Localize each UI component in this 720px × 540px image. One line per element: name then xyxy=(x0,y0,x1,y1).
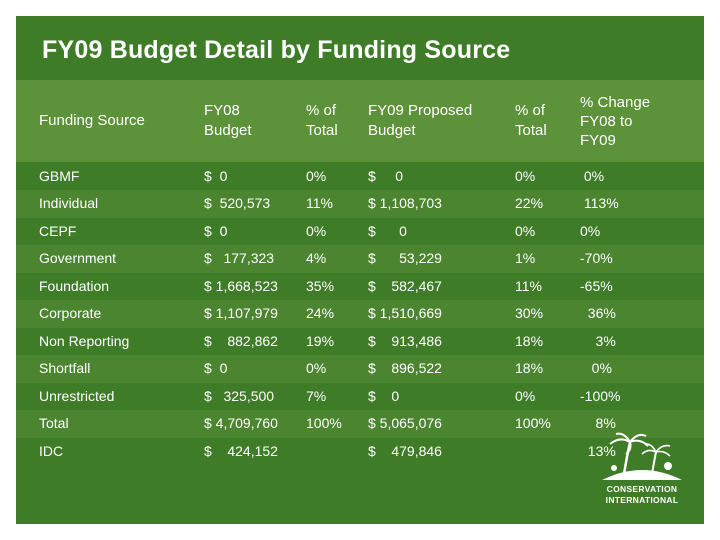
cell-fy09: $ 0 xyxy=(368,387,400,404)
cell-pct09: 18% xyxy=(515,360,544,377)
logo-text-line1: CONSERVATION xyxy=(606,484,678,494)
cell-pct08: 4% xyxy=(306,250,327,267)
row-band xyxy=(16,245,704,273)
cell-change: 8% xyxy=(580,415,616,432)
cell-fy08: $ 325,500 xyxy=(204,387,275,404)
table-header-row: Funding Source FY08 Budget % of Total FY09… xyxy=(39,80,690,162)
table-row: GBMF $ 0 0% $ 0 0% 0% xyxy=(39,162,690,190)
header-band xyxy=(16,80,704,162)
table-row: Unrestricted $ 325,500 7% $ 0 0% -100% xyxy=(39,382,690,410)
cell-pct08: 0% xyxy=(306,360,327,377)
cell-pct08: 100% xyxy=(306,415,342,432)
cell-pct09: 30% xyxy=(515,305,544,322)
cell-pct08: 35% xyxy=(306,277,335,294)
cell-change: -70% xyxy=(580,250,613,267)
cell-pct09: 1% xyxy=(515,250,536,267)
cell-pct08: 19% xyxy=(306,332,335,349)
cell-source: Individual xyxy=(39,195,99,212)
cell-source: Corporate xyxy=(39,305,102,322)
cell-fy09: $ 582,467 xyxy=(368,277,442,294)
cell-change: 0% xyxy=(580,222,601,239)
table-row: IDC $ 424,152 $ 479,846 13% xyxy=(39,437,690,465)
cell-pct08 xyxy=(306,437,368,465)
cell-source: Foundation xyxy=(39,277,110,294)
cell-fy09: $ 0 xyxy=(368,222,407,239)
cell-change: 0% xyxy=(580,167,605,184)
cell-source: Unrestricted xyxy=(39,387,115,404)
logo-text-line2: INTERNATIONAL xyxy=(605,495,679,505)
cell-source: IDC xyxy=(39,442,64,459)
cell-fy08: $ 4,709,760 xyxy=(204,415,278,432)
cell-change: 13% xyxy=(580,442,616,459)
cell-change: 0% xyxy=(580,360,612,377)
cell-pct09: 0% xyxy=(515,167,536,184)
header-pct-change: % Change FY08 to FY09 xyxy=(580,93,651,149)
funding-table: Funding Source FY08 Budget % of Total FY09… xyxy=(39,80,690,465)
table-row: Foundation $ 1,668,523 35% $ 582,467 11%… xyxy=(39,272,690,300)
cell-pct09: 100% xyxy=(515,415,551,432)
table-row: Individual $ 520,573 11% $ 1,108,703 22%… xyxy=(39,190,690,218)
cell-fy09: $ 1,108,703 xyxy=(368,195,442,212)
cell-fy08: $ 1,668,523 xyxy=(204,277,278,294)
row-band xyxy=(16,300,704,328)
cell-fy08: $ 520,573 xyxy=(204,195,271,212)
cell-change: 3% xyxy=(580,332,616,349)
cell-pct08: 7% xyxy=(306,387,327,404)
cell-change: 113% xyxy=(580,195,619,212)
cell-fy09: $ 479,846 xyxy=(368,442,442,459)
cell-change: -65% xyxy=(580,277,613,294)
cell-pct09: 11% xyxy=(515,277,542,294)
cell-fy08: $ 0 xyxy=(204,222,228,239)
cell-change: -100% xyxy=(580,387,621,404)
table-row: Shortfall $ 0 0% $ 896,522 18% 0% xyxy=(39,355,690,383)
slide-title: FY09 Budget Detail by Funding Source xyxy=(42,36,511,64)
table-row: Total $ 4,709,760 100% $ 5,065,076 100% … xyxy=(39,410,690,438)
conservation-international-logo: CONSERVATION INTERNATIONAL xyxy=(594,430,690,510)
slide: FY09 Budget Detail by Funding Source Fun… xyxy=(16,16,704,524)
cell-pct08: 0% xyxy=(306,222,327,239)
cell-pct09: 22% xyxy=(515,195,544,212)
table-row: CEPF $ 0 0% $ 0 0% 0% xyxy=(39,217,690,245)
cell-fy08: $ 882,862 xyxy=(204,332,278,349)
cell-fy08: $ 177,323 xyxy=(204,250,275,267)
header-fy09-pct: % of Total xyxy=(515,102,547,139)
header-fy08-budget: FY08 Budget xyxy=(204,102,252,139)
cell-fy08: $ 0 xyxy=(204,360,228,377)
island-palm-icon xyxy=(602,432,682,480)
cell-fy08: $ 1,107,979 xyxy=(204,305,278,322)
cell-fy09: $ 5,065,076 xyxy=(368,415,442,432)
cell-pct09 xyxy=(515,437,580,465)
cell-source: Shortfall xyxy=(39,360,91,377)
row-band xyxy=(16,190,704,218)
cell-source: Total xyxy=(39,415,69,432)
table-row: Government $ 177,323 4% $ 53,229 1% -70% xyxy=(39,245,690,273)
cell-source: GBMF xyxy=(39,167,80,184)
table-row: Non Reporting $ 882,862 19% $ 913,486 18… xyxy=(39,327,690,355)
table-row: Corporate $ 1,107,979 24% $ 1,510,669 30… xyxy=(39,300,690,328)
cell-source: Government xyxy=(39,250,117,267)
cell-pct09: 0% xyxy=(515,387,536,404)
cell-fy09: $ 0 xyxy=(368,167,404,184)
cell-pct09: 18% xyxy=(515,332,544,349)
cell-fy08: $ 0 xyxy=(204,167,228,184)
cell-fy08: $ 424,152 xyxy=(204,442,278,459)
header-fy08-pct: % of Total xyxy=(306,102,338,139)
cell-pct08: 24% xyxy=(306,305,335,322)
cell-fy09: $ 53,229 xyxy=(368,250,442,267)
row-band xyxy=(16,355,704,383)
cell-fy09: $ 913,486 xyxy=(368,332,442,349)
cell-pct09: 0% xyxy=(515,222,536,239)
cell-source: Non Reporting xyxy=(39,332,130,349)
header-fy09-budget: FY09 Proposed Budget xyxy=(368,102,473,139)
header-funding-source: Funding Source xyxy=(39,112,145,129)
row-band xyxy=(16,410,704,438)
cell-change: 36% xyxy=(580,305,616,322)
cell-pct08: 11% xyxy=(306,195,333,212)
cell-fy09: $ 896,522 xyxy=(368,360,442,377)
cell-fy09: $ 1,510,669 xyxy=(368,305,442,322)
cell-pct08: 0% xyxy=(306,167,327,184)
cell-source: CEPF xyxy=(39,222,77,239)
